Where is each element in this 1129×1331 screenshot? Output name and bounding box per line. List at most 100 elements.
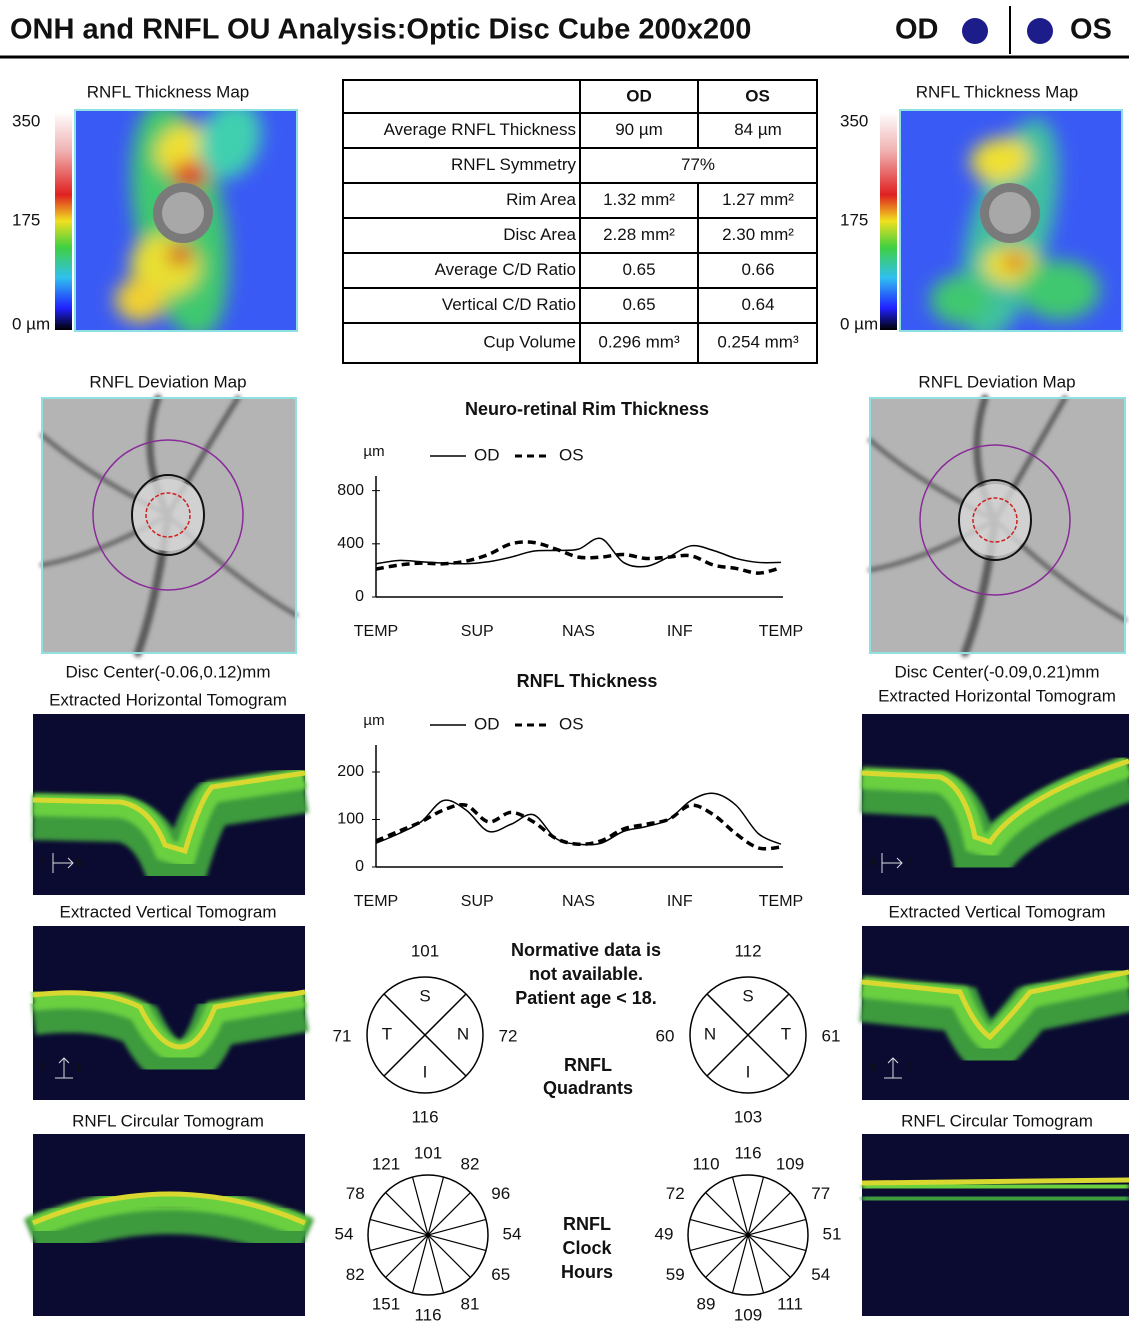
- sector-letter: T: [781, 1024, 791, 1043]
- orientation-label: T: [40, 1062, 47, 1074]
- cell: 2.28 mm²: [603, 225, 675, 244]
- clock-value: 82: [461, 1154, 480, 1173]
- retina-layer: [861, 1174, 1129, 1223]
- retina-layer: [28, 1188, 310, 1239]
- row-label: Disc Area: [503, 225, 576, 244]
- label: Extracted Horizontal Tomogram: [49, 690, 287, 709]
- orientation-label: N: [77, 1062, 85, 1074]
- x-tick-label: NAS: [562, 623, 595, 640]
- retina-layer: [32, 989, 306, 1050]
- cell: 0.66: [741, 260, 774, 279]
- measure-circle: [919, 444, 1071, 596]
- clock-divider: [411, 1176, 445, 1294]
- scale-label: 350: [12, 111, 40, 130]
- clock-value: 89: [697, 1295, 716, 1314]
- label: Extracted Vertical Tomogram: [60, 902, 277, 921]
- retina-layer: [32, 770, 306, 855]
- sector-value: 112: [734, 941, 761, 960]
- data-line: [375, 537, 782, 568]
- measure-circle: [92, 439, 244, 591]
- cell: 84 µm: [734, 120, 782, 139]
- scale-label: 175: [840, 210, 868, 229]
- row-label: Vertical C/D Ratio: [442, 295, 576, 314]
- disc-margin: [958, 479, 1032, 561]
- x-tick-label: INF: [667, 893, 693, 910]
- scale-label: 0 µm: [840, 314, 878, 333]
- label: RNFL Circular Tomogram: [72, 1111, 264, 1130]
- label: Disc Center(-0.09,0.21)mm: [894, 662, 1099, 681]
- note: Patient age < 18.: [515, 988, 657, 1008]
- cell: 1.27 mm²: [722, 190, 794, 209]
- row-label: Cup Volume: [483, 332, 576, 351]
- disc-margin: [131, 474, 205, 556]
- note: Normative data is: [511, 940, 661, 960]
- axis-unit: µm: [363, 443, 384, 460]
- sector-letter: S: [742, 986, 753, 1005]
- eye-dot: [962, 18, 988, 44]
- x-tick-label: INF: [667, 623, 693, 640]
- orientation-label: N: [77, 857, 85, 869]
- cup: [162, 192, 204, 234]
- tomogram: [862, 1134, 1129, 1316]
- x-tick-label: SUP: [461, 893, 494, 910]
- thickness-map: [75, 110, 297, 331]
- orientation-label: N: [868, 1062, 876, 1074]
- clock-value: 121: [372, 1154, 400, 1173]
- legend-label: OS: [559, 445, 584, 464]
- fundus-frame: [41, 397, 297, 654]
- sector-value: 60: [656, 1026, 675, 1045]
- legend-label: OS: [559, 714, 584, 733]
- cell: 90 µm: [615, 120, 663, 139]
- clock-value: 82: [346, 1265, 365, 1284]
- x-tick-label: SUP: [461, 623, 494, 640]
- clock-value: 49: [655, 1224, 674, 1243]
- eye-dot: [1027, 18, 1053, 44]
- data-line: [375, 803, 782, 851]
- clock-value: 59: [666, 1265, 685, 1284]
- orientation-label: T: [40, 857, 47, 869]
- cell: 0.296 mm³: [598, 332, 680, 351]
- x-tick-label: TEMP: [759, 893, 803, 910]
- row-label: Average RNFL Thickness: [384, 120, 576, 139]
- retina-layer: [32, 1191, 306, 1226]
- sector-letter: I: [746, 1062, 751, 1081]
- scale-label: 0 µm: [12, 314, 50, 333]
- sector-letter: I: [423, 1062, 428, 1081]
- optic-disc: [132, 479, 204, 551]
- sector-value: 101: [411, 941, 439, 960]
- retina-layer: [861, 758, 1129, 845]
- clock-value: 151: [372, 1295, 400, 1314]
- cup-margin: [145, 492, 191, 538]
- clock-value: 109: [734, 1305, 762, 1324]
- orientation-icon: [55, 1057, 73, 1079]
- map-blob: [172, 161, 208, 189]
- row-label: Average C/D Ratio: [435, 260, 576, 279]
- sector-letter: N: [457, 1024, 469, 1043]
- orientation-label: T: [907, 1062, 914, 1074]
- cell: 1.32 mm²: [603, 190, 675, 209]
- label: Disc Center(-0.06,0.12)mm: [65, 662, 270, 681]
- sector-value: 72: [499, 1026, 518, 1045]
- cell: 0.65: [622, 260, 655, 279]
- cell: 2.30 mm²: [722, 225, 794, 244]
- map-blob: [1005, 254, 1025, 270]
- cell: 0.64: [741, 295, 774, 314]
- eye-label: OD: [895, 14, 939, 46]
- cell: 0.254 mm³: [717, 332, 799, 351]
- eye-label: OS: [1070, 14, 1112, 46]
- section-title: Quadrants: [543, 1078, 633, 1098]
- map-blob: [168, 245, 192, 265]
- clock-value: 51: [823, 1224, 842, 1243]
- sector-letter: N: [704, 1024, 716, 1043]
- clock-value: 96: [491, 1184, 510, 1203]
- retina-layer: [31, 986, 307, 1064]
- clock-divider: [731, 1176, 765, 1294]
- x-tick-label: TEMP: [354, 623, 398, 640]
- y-tick-label: 200: [337, 763, 364, 780]
- color-bar: [55, 112, 72, 330]
- cup-margin: [972, 497, 1018, 543]
- retina-layer: [861, 1177, 1129, 1186]
- orientation-icon: [884, 1057, 902, 1079]
- clock-value: 72: [666, 1184, 685, 1203]
